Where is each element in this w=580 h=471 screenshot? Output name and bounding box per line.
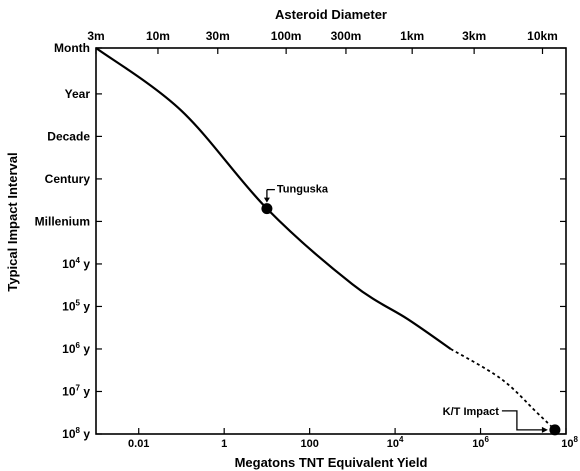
top-tick-label-30m: 30m — [206, 29, 230, 43]
x-tick-label-10-8: 108 — [561, 435, 578, 450]
series-line-dashed-1 — [450, 348, 556, 431]
kt-impact-arrow-head — [541, 426, 548, 433]
series-layer — [95, 47, 556, 431]
top-tick-label-300m: 300m — [331, 29, 362, 43]
x-tick-label-10-4: 104 — [387, 435, 404, 450]
kt-impact-point — [549, 424, 561, 436]
top-tick-label-3m: 3m — [87, 29, 104, 43]
top-axis-title: Asteroid Diameter — [275, 7, 387, 22]
tunguska-arrow-head — [263, 197, 270, 203]
y-tick-label-millenium: Millenium — [35, 214, 90, 228]
tunguska-label: Tunguska — [277, 184, 329, 196]
x-axis-title: Megatons TNT Equivalent Yield — [235, 455, 428, 470]
top-tick-label-10km: 10km — [527, 29, 558, 43]
top-tick-label-1km: 1km — [400, 29, 424, 43]
y-tick-label-10-7-y: 107 y — [62, 383, 90, 398]
y-tick-label-10-5-y: 105 y — [62, 298, 90, 313]
x-tick-label-0-01: 0.01 — [128, 438, 149, 450]
y-tick-label-month: Month — [54, 41, 90, 55]
top-tick-label-10m: 10m — [146, 29, 170, 43]
y-tick-label-10-8-y: 108 y — [62, 426, 90, 441]
tunguska-point — [261, 203, 273, 215]
axis-ticks: 3m 10m 30m 100m 300m 1km 3km 10km 0.01 1 100 104 106… — [35, 29, 579, 450]
kt-impact-leader — [501, 410, 543, 431]
annotation-layer: Tunguska K/T Impact — [261, 184, 561, 436]
x-tick-label-100: 100 — [300, 438, 318, 450]
y-tick-label-10-4-y: 104 y — [62, 256, 90, 271]
y-tick-label-year: Year — [65, 87, 91, 101]
kt-impact-label: K/T Impact — [443, 406, 500, 418]
x-tick-label-10-6: 106 — [472, 435, 489, 450]
y-tick-label-10-6-y: 106 y — [62, 341, 90, 356]
y-tick-label-decade: Decade — [47, 129, 90, 143]
series-line-solid-0 — [95, 47, 452, 350]
y-axis-title: Typical Impact Interval — [5, 152, 20, 291]
plot-frame — [95, 47, 567, 435]
y-tick-label-century: Century — [45, 172, 91, 186]
top-tick-label-100m: 100m — [271, 29, 302, 43]
x-tick-label-1: 1 — [221, 438, 227, 450]
top-tick-label-3km: 3km — [462, 29, 486, 43]
